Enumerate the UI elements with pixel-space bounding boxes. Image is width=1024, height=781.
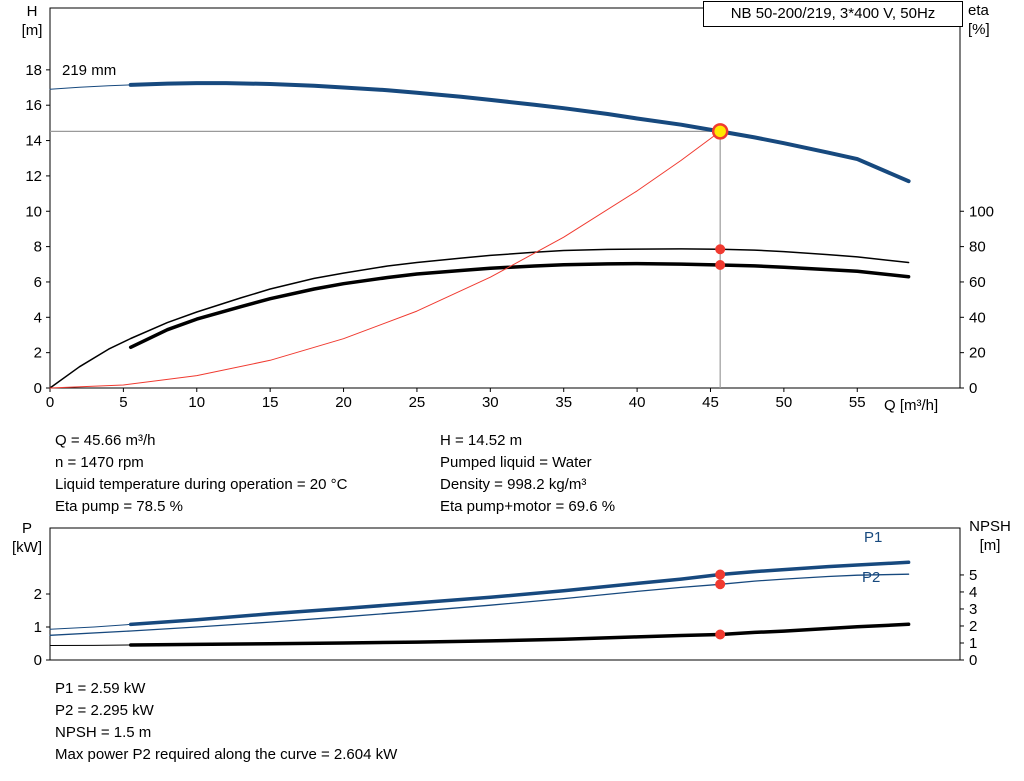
- left-tick-label: 18: [25, 62, 42, 79]
- right-tick-label: 3: [969, 601, 977, 618]
- npsh-curve-lead: [49, 644, 132, 646]
- eta-pump-point: [715, 244, 726, 255]
- x-tick-label: 40: [629, 394, 646, 411]
- info-h: H = 14.52 m: [440, 432, 523, 449]
- x-tick-label: 0: [46, 394, 54, 411]
- left-tick-label: 10: [25, 203, 42, 220]
- info-eta-pump-motor: Eta pump+motor = 69.6 %: [440, 498, 616, 515]
- left-tick-label: 16: [25, 97, 42, 114]
- info-p2: P2 = 2.295 kW: [55, 702, 154, 719]
- plot-frame: [49, 7, 961, 389]
- hq-eta-chart: 0 5 10 15 20 25 30 35 40 45 50 55 0 2 4 6 8 10 12 14 16 18 0 20…: [25, 7, 994, 411]
- x-tick-label: 20: [335, 394, 352, 411]
- duty-point: [711, 123, 729, 140]
- right-tick-label: 60: [969, 274, 986, 291]
- npsh-axis-label: NPSH [m]: [962, 517, 1018, 555]
- right-tick-label: 100: [969, 203, 994, 220]
- left-tick-label: 4: [34, 309, 42, 326]
- p-axis-label: P [kW]: [6, 519, 48, 557]
- info-p1: P1 = 2.59 kW: [55, 680, 146, 697]
- right-tick-label: 5: [969, 567, 977, 584]
- npsh-axis-unit: [m]: [979, 537, 1001, 554]
- left-tick-label: 0: [34, 652, 42, 669]
- p2-curve: [49, 573, 910, 636]
- right-tick-label: 80: [969, 239, 986, 256]
- left-tick-label: 2: [34, 345, 42, 362]
- right-tick-label: 20: [969, 345, 986, 362]
- npsh-axis-symbol: NPSH: [969, 518, 1011, 535]
- eta-axis-label: eta [%]: [968, 1, 1018, 39]
- left-tick-label: 12: [25, 168, 42, 185]
- x-tick-label: 5: [119, 394, 127, 411]
- pump-model-title: NB 50-200/219, 3*400 V, 50Hz: [703, 1, 963, 27]
- left-tick-label: 2: [34, 586, 42, 603]
- p1-curve: [128, 560, 911, 627]
- right-tick-label: 0: [969, 380, 977, 397]
- info-eta-pump: Eta pump = 78.5 %: [55, 498, 183, 515]
- left-tick-label: 0: [34, 380, 42, 397]
- left-tick-label: 8: [34, 239, 42, 256]
- right-tick-label: 2: [969, 618, 977, 635]
- p-axis-unit: [kW]: [12, 539, 42, 556]
- info-pumped-liquid: Pumped liquid = Water: [440, 454, 592, 471]
- info-liquid-temperature: Liquid temperature during operation = 20…: [55, 476, 348, 493]
- p1-curve-lead: [49, 623, 132, 630]
- x-tick-label: 55: [849, 394, 866, 411]
- q-axis-label: Q [m³/h]: [884, 397, 939, 414]
- eta-motor-point: [715, 259, 726, 270]
- right-tick-label: 0: [969, 652, 977, 669]
- left-tick-label: 6: [34, 274, 42, 291]
- p2-curve-label: P2: [862, 569, 881, 586]
- duty-info-left: Q = 45.66 m³/h n = 1470 rpm Liquid tempe…: [55, 430, 347, 518]
- x-tick-label: 30: [482, 394, 499, 411]
- p1-curve-label: P1: [864, 529, 883, 546]
- info-max-p2: Max power P2 required along the curve = …: [55, 746, 398, 763]
- x-tick-label: 50: [776, 394, 793, 411]
- right-tick-label: 4: [969, 584, 977, 601]
- x-tick-label: 10: [188, 394, 205, 411]
- left-tick-label: 14: [25, 133, 42, 150]
- eta-axis-unit: [%]: [968, 21, 990, 38]
- eta-pump-curve: [49, 248, 910, 389]
- head-curve: [128, 81, 911, 184]
- p2-point: [715, 579, 726, 590]
- info-density: Density = 998.2 kg/m³: [440, 476, 587, 493]
- x-tick-label: 35: [555, 394, 572, 411]
- h-axis-symbol: H: [26, 3, 38, 20]
- info-q: Q = 45.66 m³/h: [55, 432, 156, 449]
- duty-info-right: H = 14.52 m Pumped liquid = Water Densit…: [440, 430, 615, 518]
- info-npsh: NPSH = 1.5 m: [55, 724, 152, 741]
- npsh-curve: [128, 622, 911, 647]
- power-info: P1 = 2.59 kW P2 = 2.295 kW NPSH = 1.5 m …: [55, 678, 397, 766]
- x-tick-label: 45: [702, 394, 719, 411]
- impeller-diameter-label: 219 mm: [62, 62, 117, 79]
- info-speed: n = 1470 rpm: [55, 454, 144, 471]
- eta-pump-motor-curve: [128, 261, 911, 350]
- eta-axis-symbol: eta: [968, 2, 989, 19]
- x-tick-label: 15: [262, 394, 279, 411]
- head-curve-lead: [49, 84, 132, 90]
- p1-point: [715, 569, 726, 580]
- p-axis-symbol: P: [21, 520, 32, 537]
- system-curve: [49, 130, 721, 389]
- npsh-point: [715, 629, 726, 640]
- right-tick-label: 40: [969, 309, 986, 326]
- x-tick-label: 25: [409, 394, 426, 411]
- left-tick-label: 1: [34, 619, 42, 636]
- h-axis-label: H [m]: [14, 2, 50, 40]
- h-axis-unit: [m]: [21, 22, 43, 39]
- right-tick-label: 1: [969, 635, 977, 652]
